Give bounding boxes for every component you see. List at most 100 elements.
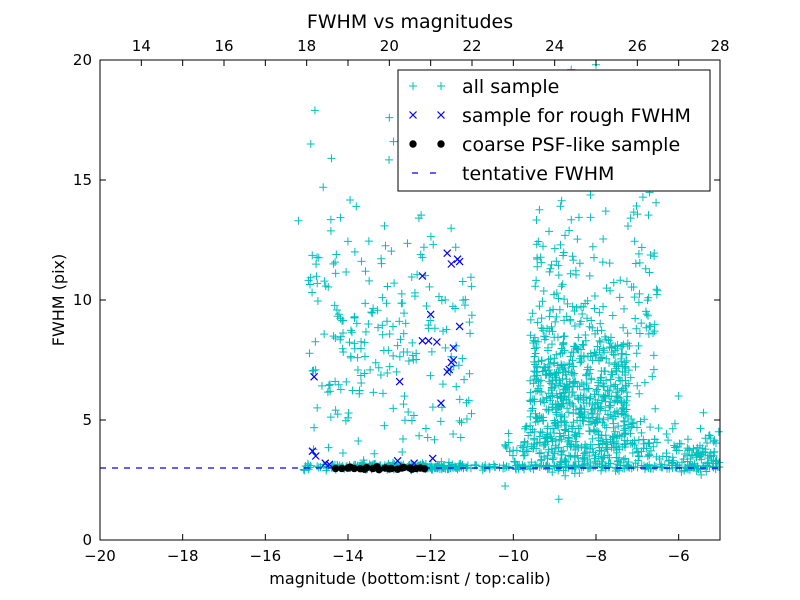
all-sample-point <box>449 430 458 439</box>
all-sample-point <box>544 355 553 364</box>
all-sample-point <box>572 270 581 279</box>
all-sample-point <box>632 423 641 432</box>
all-sample-point <box>336 335 345 344</box>
all-sample-point <box>643 452 652 461</box>
all-sample-point <box>598 353 607 362</box>
all-sample-point <box>389 351 398 360</box>
x-tick-label: −18 <box>167 547 199 565</box>
x-tick-label: −14 <box>332 547 364 565</box>
rough-fwhm-point <box>428 454 437 463</box>
all-sample-point <box>625 341 634 350</box>
all-sample-point <box>553 393 562 402</box>
all-sample-point <box>641 264 650 273</box>
all-sample-point <box>539 413 548 422</box>
all-sample-point <box>534 337 543 346</box>
all-sample-point <box>369 304 378 313</box>
all-sample-point <box>467 311 476 320</box>
all-sample-point <box>421 424 430 433</box>
all-sample-point <box>565 226 574 235</box>
all-sample-point <box>535 205 544 214</box>
all-sample-point <box>596 319 605 328</box>
all-sample-point <box>623 436 632 445</box>
all-sample-point <box>645 268 654 277</box>
all-sample-point <box>532 240 541 249</box>
all-sample-point <box>589 463 598 472</box>
all-sample-point <box>603 386 612 395</box>
all-sample-point <box>596 436 605 445</box>
all-sample-point <box>644 438 653 447</box>
all-sample-point <box>585 394 594 403</box>
all-sample-point <box>430 324 439 333</box>
all-sample-point <box>585 369 594 378</box>
all-sample-point <box>546 379 555 388</box>
all-sample-point <box>357 379 366 388</box>
all-sample-point <box>649 351 658 360</box>
all-sample-point <box>677 467 686 476</box>
all-sample-point <box>696 424 705 433</box>
all-sample-point <box>710 448 719 457</box>
rough-fwhm-point <box>424 336 433 345</box>
all-sample-point <box>547 383 556 392</box>
all-sample-point <box>589 413 598 422</box>
all-sample-point <box>350 313 359 322</box>
all-sample-point <box>395 352 404 361</box>
all-sample-point <box>354 436 363 445</box>
all-sample-point <box>306 280 315 289</box>
all-sample-point <box>527 442 536 451</box>
all-sample-point <box>561 426 570 435</box>
all-sample-point <box>543 343 552 352</box>
x-axis-label: magnitude (bottom:isnt / top:calib) <box>269 569 550 588</box>
all-sample-point <box>428 403 437 412</box>
all-sample-point <box>637 319 646 328</box>
all-sample-point <box>361 327 370 336</box>
all-sample-point <box>602 438 611 447</box>
all-sample-point <box>556 460 565 469</box>
all-sample-point <box>333 312 342 321</box>
all-sample-point <box>650 435 659 444</box>
rough-fwhm-point <box>449 356 458 364</box>
all-sample-point <box>539 242 548 251</box>
all-sample-point <box>559 399 568 408</box>
legend-item: coarse PSF-like sample <box>409 134 680 156</box>
all-sample-point <box>620 304 629 313</box>
all-sample-point <box>612 367 621 376</box>
all-sample-point <box>360 352 369 361</box>
all-sample-point <box>550 461 559 470</box>
all-sample-point <box>599 415 608 424</box>
y-tick-label: 15 <box>73 171 92 189</box>
all-sample-point <box>662 449 671 458</box>
all-sample-point <box>586 458 595 467</box>
all-sample-point <box>563 299 572 308</box>
all-sample-point <box>356 344 365 353</box>
all-sample-point <box>549 358 558 367</box>
all-sample-point <box>331 333 340 342</box>
all-sample-point <box>326 387 335 396</box>
all-sample-point <box>674 392 683 400</box>
all-sample-point <box>311 365 320 374</box>
all-sample-point <box>564 451 573 460</box>
all-sample-point <box>637 428 646 437</box>
all-sample-point <box>305 349 314 358</box>
all-sample-point <box>561 471 570 480</box>
all-sample-point <box>643 296 652 305</box>
all-sample-point <box>670 441 679 450</box>
all-sample-point <box>624 462 633 471</box>
all-sample-point <box>569 418 578 427</box>
all-sample-point <box>325 380 334 389</box>
all-sample-point <box>623 222 632 231</box>
psf-like-point <box>346 463 354 471</box>
all-sample-point <box>590 348 599 357</box>
all-sample-point <box>632 324 641 333</box>
all-sample-point <box>566 452 575 461</box>
rough-fwhm-point <box>310 372 319 381</box>
all-sample-point <box>622 350 631 359</box>
all-sample-point <box>392 367 401 376</box>
all-sample-point <box>557 401 566 410</box>
all-sample-point <box>539 287 548 296</box>
all-sample-point <box>637 243 646 252</box>
rough-fwhm-point <box>443 249 452 258</box>
all-sample-point <box>633 463 642 472</box>
rough-fwhm-point <box>395 377 404 386</box>
all-sample-point <box>620 362 629 371</box>
all-sample-point <box>572 344 581 353</box>
